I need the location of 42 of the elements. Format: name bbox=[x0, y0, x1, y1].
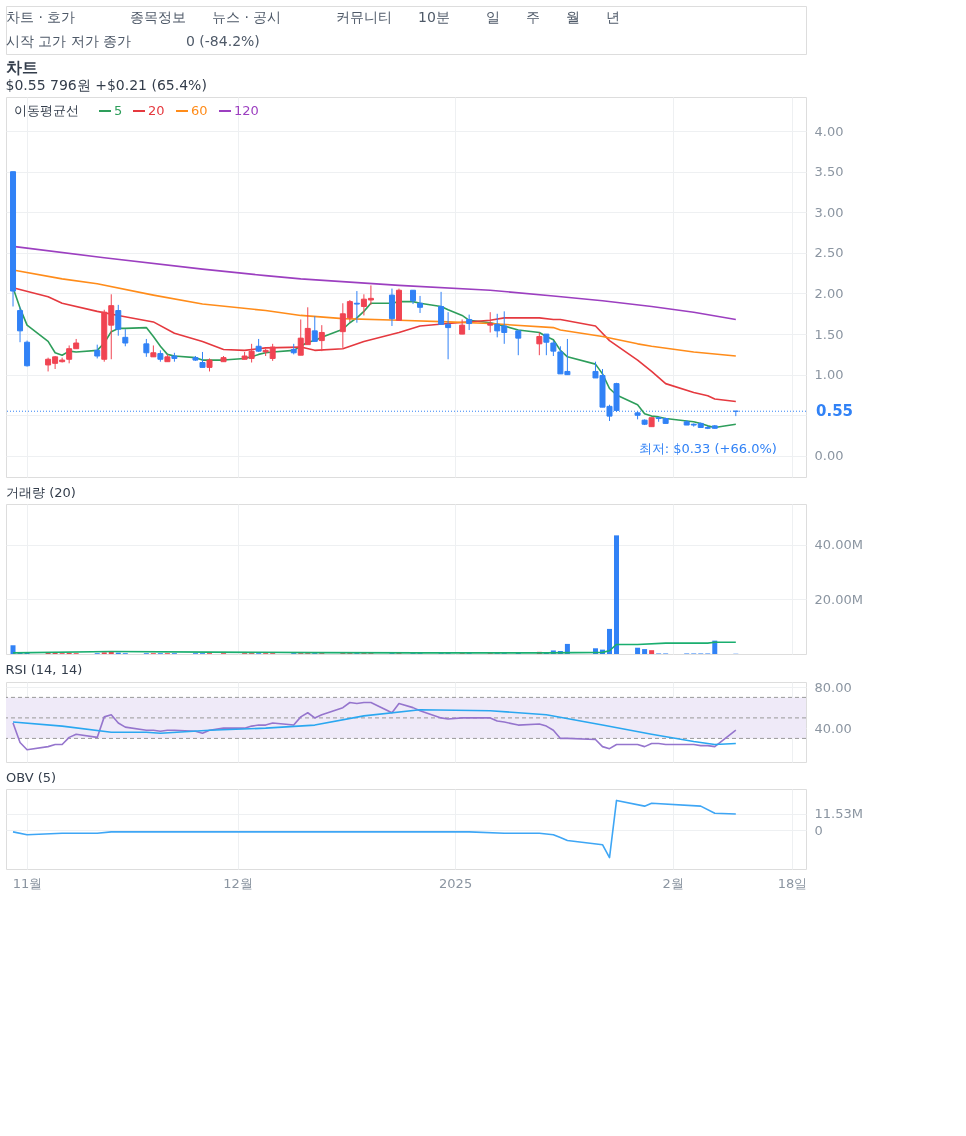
legend-label: 20 bbox=[148, 103, 165, 118]
legend-label: 120 bbox=[234, 103, 259, 118]
y-tick-label: 1.50 bbox=[814, 326, 844, 342]
legend-label: 60 bbox=[191, 103, 208, 118]
x-tick-label: 2025 bbox=[439, 875, 473, 891]
x-tick-label: 18일 bbox=[777, 875, 808, 891]
y-tick-label: 11.53M bbox=[814, 806, 863, 822]
ref-line-label: 0.55 bbox=[816, 402, 854, 421]
text: 차트 · 호가 bbox=[6, 9, 76, 25]
chart-subtitle: $0.55 796원 +$0.21 (65.4%) bbox=[5, 77, 207, 93]
y-tick-label: 0 bbox=[814, 822, 823, 838]
text: 0 (-84.2%) bbox=[186, 33, 260, 49]
text: 주 bbox=[526, 9, 540, 25]
y-tick-label: 3.00 bbox=[814, 204, 844, 220]
y-tick-label: 80.00 bbox=[814, 679, 852, 695]
chart-title: 차트 bbox=[5, 58, 38, 77]
x-tick-label: 11월 bbox=[12, 875, 43, 891]
y-tick-label: 40.00M bbox=[814, 537, 863, 553]
y-tick-label: 1.00 bbox=[814, 367, 844, 383]
text: 종목정보 bbox=[130, 9, 186, 25]
y-tick-label: 4.00 bbox=[814, 123, 844, 139]
text: 뉴스 · 공시 bbox=[212, 9, 282, 25]
text: 커뮤니티 bbox=[336, 9, 392, 25]
y-tick-label: 2.00 bbox=[814, 286, 844, 301]
text: 년 bbox=[606, 9, 620, 25]
y-tick-label: 0.00 bbox=[814, 448, 844, 464]
text: 월 bbox=[566, 9, 580, 25]
x-tick-label: 2월 bbox=[662, 875, 684, 891]
annotation: 최저: $0.33 (+66.0%) bbox=[638, 441, 777, 457]
y-tick-label: 20.00M bbox=[814, 591, 863, 607]
chart-title: OBV (5) bbox=[6, 770, 57, 785]
chart-title: RSI (14, 14) bbox=[5, 662, 83, 678]
y-tick-label: 2.50 bbox=[814, 245, 844, 261]
text: 10분 bbox=[418, 9, 450, 25]
y-tick-label: 3.50 bbox=[814, 164, 844, 180]
chart-title: 거래량 (20) bbox=[6, 485, 76, 500]
y-tick-label: 40.00 bbox=[814, 720, 852, 736]
text: 시작 고가 저가 종가 bbox=[6, 33, 132, 49]
legend-label: 5 bbox=[114, 103, 123, 118]
legend-title: 이동평균선 bbox=[14, 103, 79, 118]
text: 일 bbox=[486, 9, 500, 25]
x-tick-label: 12월 bbox=[223, 875, 253, 891]
